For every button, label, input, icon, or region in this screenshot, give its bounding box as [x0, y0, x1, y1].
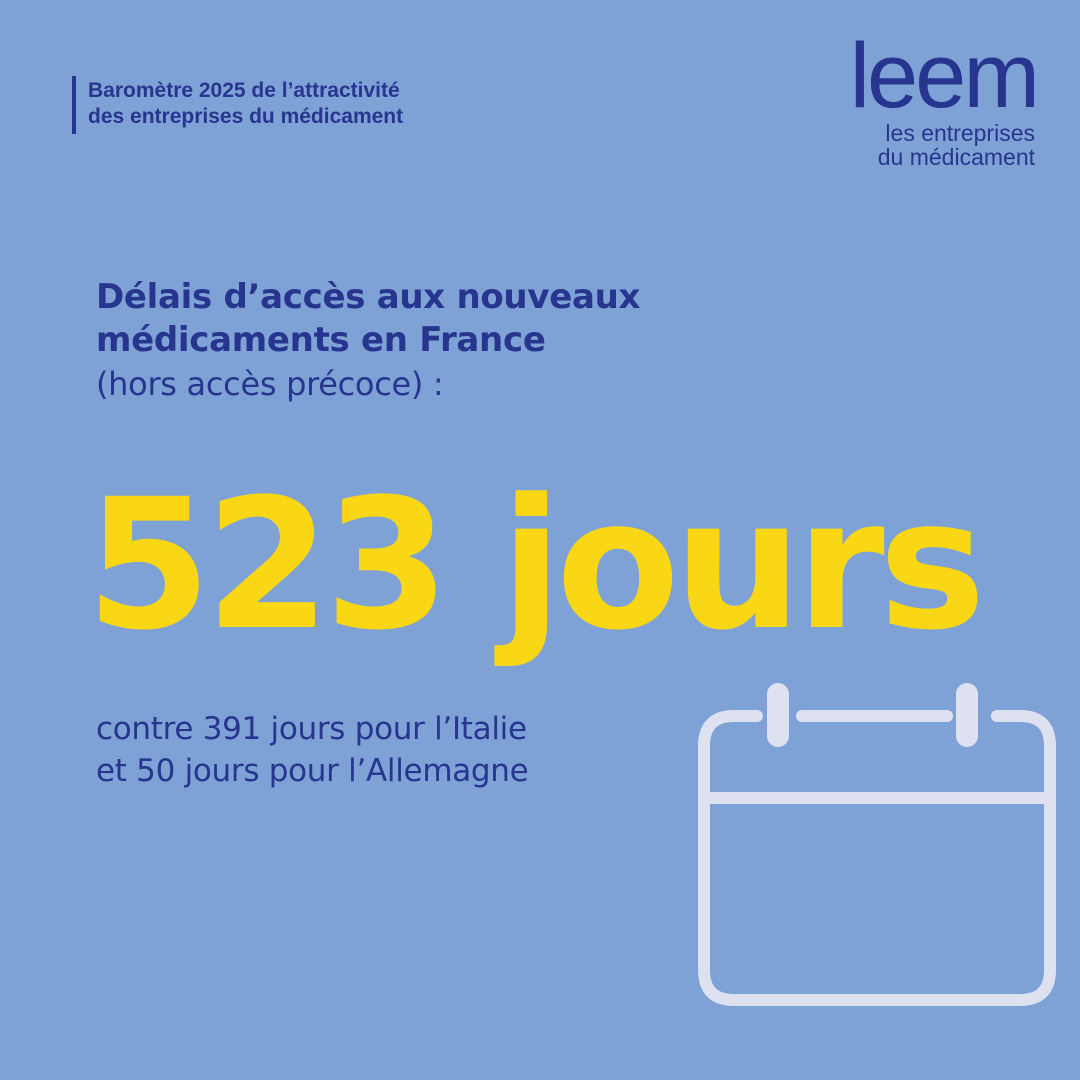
comparison-line-1: contre 391 jours pour l’Italie — [96, 711, 527, 747]
logo-tagline-line-2: du médicament — [877, 144, 1035, 170]
subheadline: (hors accès précoce) : — [96, 365, 444, 403]
leem-logo: leem les entreprises du médicament — [815, 25, 1040, 170]
calendar-icon — [698, 683, 1056, 1006]
header-title-line-2: des entreprises du médicament — [88, 105, 404, 128]
logo-tagline-line-1: les entreprises — [885, 120, 1035, 146]
comparison-text: contre 391 jours pour l’Italie et 50 jou… — [96, 708, 529, 792]
headline-line-2: médicaments en France — [96, 320, 546, 360]
logo-wordmark: leem — [849, 25, 1040, 127]
header-title: Baromètre 2025 de l’attractivité des ent… — [88, 78, 403, 130]
headline: Délais d’accès aux nouveaux médicaments … — [96, 276, 640, 362]
stat-value: 523 jours — [86, 461, 986, 670]
header-title-line-1: Baromètre 2025 de l’attractivité — [88, 79, 400, 102]
header-divider — [72, 76, 76, 134]
headline-line-1: Délais d’accès aux nouveaux — [96, 277, 641, 317]
comparison-line-2: et 50 jours pour l’Allemagne — [96, 753, 529, 789]
